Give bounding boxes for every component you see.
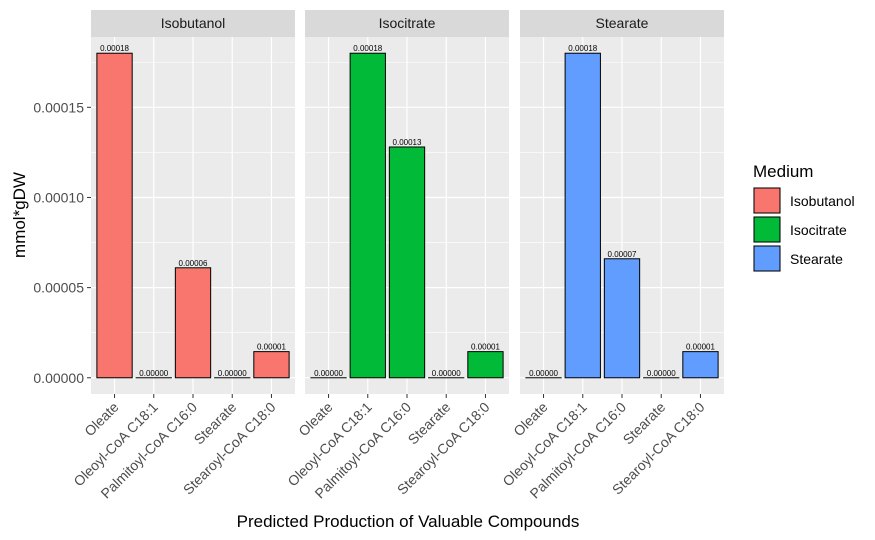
legend-item: Isobutanol: [753, 187, 855, 214]
facet-strip: [91, 10, 295, 37]
facet-strip-label: Isobutanol: [161, 15, 226, 31]
legend-swatch: [753, 245, 781, 272]
legend-swatch: [753, 187, 781, 214]
bar-value-label: 0.00000: [139, 369, 168, 378]
legend-title: Medium: [753, 162, 813, 181]
legend-item: Stearate: [753, 245, 843, 272]
bar-value-label: 0.00000: [529, 369, 558, 378]
y-axis-title: mmol*gDW: [10, 172, 29, 258]
bar: [174, 267, 212, 379]
legend: Isobutanol Isocitrate Stearate: [753, 187, 855, 272]
bar-value-label: 0.00018: [568, 44, 597, 53]
legend-label: Stearate: [790, 251, 843, 267]
facet-strip: [305, 10, 509, 37]
bar: [349, 52, 386, 379]
bar-value-label: 0.00018: [353, 44, 382, 53]
y-tick-label: 0.00005: [33, 280, 84, 296]
bar-value-label: 0.00018: [100, 44, 129, 53]
bar-value-label: 0.00013: [393, 138, 422, 147]
panel-isocitrate: Isocitrate 0.00000 0.00018 0.00013 0.00000 0.…: [305, 10, 509, 394]
bar: [467, 351, 504, 379]
bar: [388, 146, 426, 379]
legend-swatch: [753, 216, 781, 243]
bar: [564, 52, 601, 379]
y-tick-label: 0.00015: [33, 99, 84, 115]
bar-value-label: 0.00007: [608, 250, 637, 259]
legend-item: Isocitrate: [753, 216, 847, 243]
x-axis-title: Predicted Production of Valuable Compoun…: [237, 512, 580, 531]
bar-value-label: 0.00001: [257, 343, 286, 352]
bar-value-label: 0.00000: [218, 369, 247, 378]
bar: [253, 351, 290, 379]
bar: [96, 52, 133, 379]
y-tick-label: 0.00000: [33, 370, 84, 386]
bar-value-label: 0.00000: [647, 369, 676, 378]
bar-value-label: 0.00000: [314, 369, 343, 378]
y-tick-label: 0.00010: [33, 189, 84, 205]
bar: [603, 258, 641, 379]
bar-value-label: 0.00000: [432, 369, 461, 378]
panel-stearate: Stearate 0.00000 0.00018 0.00007 0.00000 0.00…: [520, 10, 724, 394]
facet-strip-label: Isocitrate: [379, 15, 436, 31]
panel-isobutanol: Isobutanol 0.00018 0.00000 0.00006 0.00000 0.…: [91, 10, 295, 394]
panels: Isobutanol 0.00018 0.00000 0.00006 0.00000 0.…: [91, 10, 724, 394]
y-axis: 0.00000 0.00005 0.00010 0.00015: [33, 99, 91, 386]
facet-strip-label: Stearate: [596, 15, 649, 31]
legend-label: Isobutanol: [790, 193, 855, 209]
facet-strip: [520, 10, 724, 37]
bar-value-label: 0.00001: [471, 343, 500, 352]
bar-value-label: 0.00001: [686, 343, 715, 352]
bar: [682, 351, 719, 379]
legend-label: Isocitrate: [790, 222, 847, 238]
bar-value-label: 0.00006: [179, 259, 208, 268]
